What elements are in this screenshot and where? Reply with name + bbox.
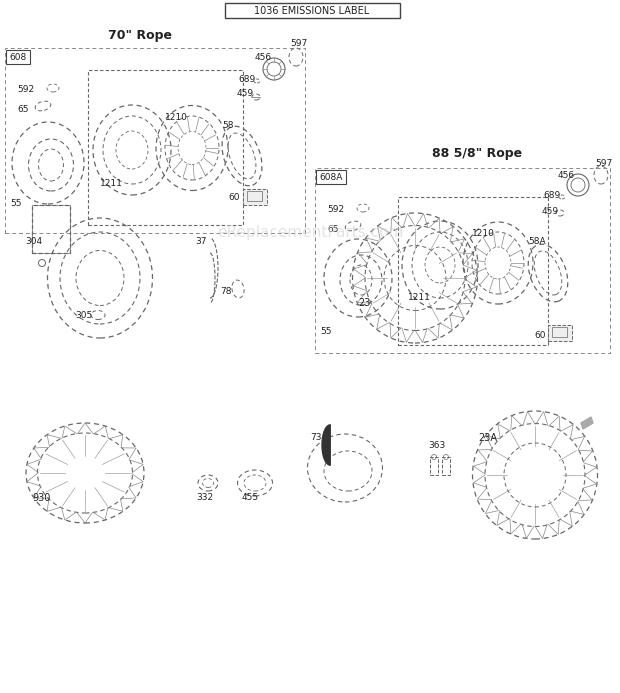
Text: 1210: 1210 <box>165 114 188 123</box>
Text: 592: 592 <box>17 85 34 94</box>
Text: eReplacementParts.com: eReplacementParts.com <box>217 225 403 240</box>
Text: 58A: 58A <box>528 236 546 245</box>
Bar <box>5 48 305 233</box>
Text: 363: 363 <box>428 441 445 450</box>
Bar <box>552 327 567 337</box>
Bar <box>32 205 70 253</box>
Text: 1211: 1211 <box>100 179 123 188</box>
Bar <box>442 457 450 475</box>
Text: 73: 73 <box>310 434 322 443</box>
Text: 597: 597 <box>595 159 613 168</box>
Bar <box>247 191 262 201</box>
Text: 332: 332 <box>196 493 213 502</box>
Text: 689: 689 <box>543 191 560 200</box>
Text: 60: 60 <box>228 193 239 202</box>
Text: 55: 55 <box>320 326 332 335</box>
Text: 1036 EMISSIONS LABEL: 1036 EMISSIONS LABEL <box>254 6 370 16</box>
Text: 305: 305 <box>75 310 92 319</box>
Text: 689: 689 <box>238 75 255 83</box>
Bar <box>6 50 30 64</box>
Polygon shape <box>322 425 330 465</box>
Text: 459: 459 <box>237 89 254 98</box>
Bar <box>398 197 548 345</box>
Bar <box>243 189 267 205</box>
Bar <box>430 457 438 475</box>
Text: 65: 65 <box>327 225 339 234</box>
Bar <box>316 170 346 184</box>
Text: 608: 608 <box>9 53 27 62</box>
Text: 608A: 608A <box>319 173 343 182</box>
Text: 456: 456 <box>558 170 575 179</box>
Text: 459: 459 <box>542 207 559 216</box>
Bar <box>225 3 400 18</box>
Text: 55: 55 <box>10 198 22 207</box>
Bar <box>88 70 243 225</box>
Text: 78: 78 <box>220 286 231 295</box>
Bar <box>32 205 70 253</box>
Text: 88 5/8" Rope: 88 5/8" Rope <box>432 148 523 161</box>
Text: 930: 930 <box>32 493 50 503</box>
Text: 65: 65 <box>17 105 29 114</box>
Text: 23A: 23A <box>478 433 497 443</box>
Text: 70" Rope: 70" Rope <box>108 30 172 42</box>
Text: 456: 456 <box>255 53 272 62</box>
Text: 455: 455 <box>242 493 259 502</box>
Text: 23: 23 <box>358 298 370 308</box>
Bar <box>548 325 572 341</box>
Text: 37: 37 <box>195 236 206 245</box>
Text: 597: 597 <box>290 40 308 49</box>
Text: 60: 60 <box>534 331 546 340</box>
Text: 1211: 1211 <box>408 292 431 301</box>
Bar <box>315 168 610 353</box>
Text: 58: 58 <box>222 121 234 130</box>
Polygon shape <box>581 417 593 429</box>
Text: 1210: 1210 <box>472 229 495 238</box>
Text: 304: 304 <box>25 236 42 245</box>
Text: 592: 592 <box>327 206 344 215</box>
